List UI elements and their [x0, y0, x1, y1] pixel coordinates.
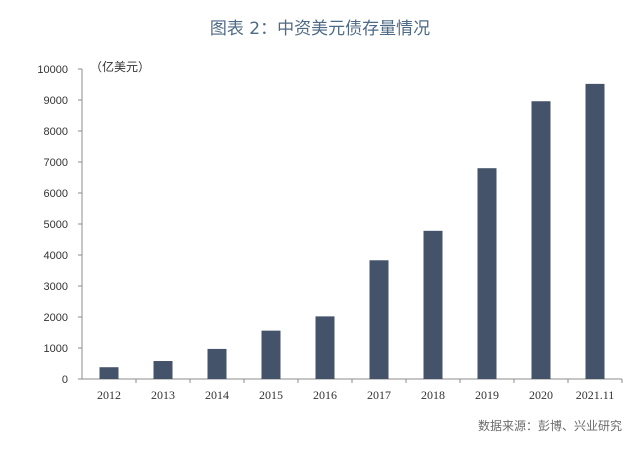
x-tick-label: 2014: [205, 388, 229, 402]
source-note: 数据来源：彭博、兴业研究: [478, 418, 622, 433]
y-tick-label: 9000: [44, 95, 68, 107]
bars-group: [99, 83, 605, 380]
x-tick-label: 2016: [313, 388, 337, 402]
bar-2015: [261, 330, 281, 379]
bar-2016: [315, 316, 335, 379]
y-tick-label: 5000: [44, 219, 68, 231]
bar-2017: [369, 260, 389, 379]
y-tick-label: 2000: [44, 312, 68, 324]
chart-title: 图表 2：中资美元债存量情况: [210, 19, 430, 39]
x-tick-label: 2019: [475, 388, 499, 402]
bar-2012: [99, 367, 119, 379]
x-tick-label: 2013: [151, 388, 175, 402]
x-tick-label: 2018: [421, 388, 445, 402]
bar-2018: [423, 230, 443, 379]
x-tick-label: 2017: [367, 388, 391, 402]
bar-2014: [207, 348, 227, 379]
x-tick-label: 2020: [529, 388, 553, 402]
x-tick-label: 2012: [97, 388, 121, 402]
y-tick-label: 7000: [44, 157, 68, 169]
y-ticks-group: 0 1000 2000 3000 4000 5000 6000 7000 8000 9000 100…: [37, 64, 82, 386]
bar-2019: [477, 168, 497, 379]
y-tick-label: 4000: [44, 250, 68, 262]
y-tick-label: 3000: [44, 281, 68, 293]
y-tick-label: 8000: [44, 126, 68, 138]
bar-2021.11: [585, 83, 605, 379]
bar-2013: [153, 361, 173, 379]
x-tick-label: 2015: [259, 388, 283, 402]
x-tick-label: 2021.11: [576, 388, 615, 402]
x-labels-group: 2012 2013 2014 2015 2016 2017 2018 2019 2020 2021…: [97, 379, 623, 402]
y-tick-label: 10000: [37, 64, 68, 76]
bar-2020: [531, 101, 551, 380]
y-tick-label: 6000: [44, 188, 68, 200]
y-tick-label: 0: [62, 374, 68, 386]
unit-label: （亿美元）: [90, 59, 150, 74]
y-tick-label: 1000: [44, 343, 68, 355]
